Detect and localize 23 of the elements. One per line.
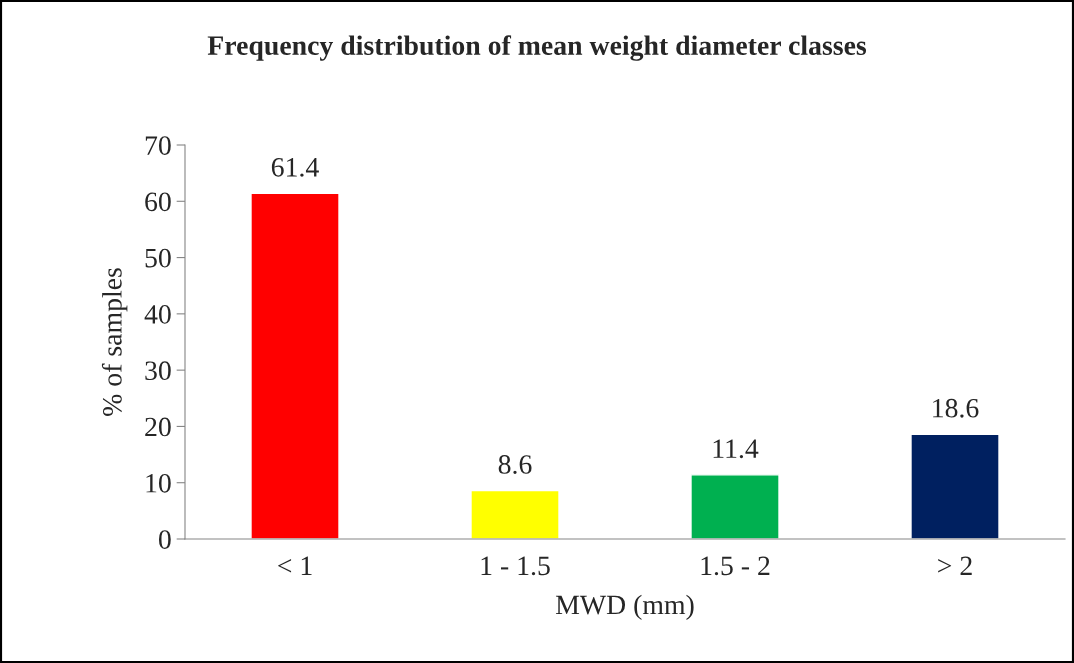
data-label: 8.6 [498, 455, 532, 474]
y-axis-title: % of samples [101, 268, 128, 416]
x-axis-title: MWD (mm) [555, 594, 694, 620]
y-tick-label: 60 [145, 192, 171, 212]
y-tick-label: 10 [146, 473, 171, 493]
bar [910, 433, 1000, 539]
data-label: 61.4 [271, 157, 319, 177]
x-tick-label: < 1 [278, 556, 312, 575]
y-tick-label: 40 [144, 305, 171, 324]
y-tick-label: 20 [145, 417, 171, 437]
data-label: 11.4 [713, 439, 759, 459]
x-tick-label: > 2 [938, 556, 972, 575]
y-tick-label: 0 [158, 530, 171, 549]
chart-title: Frequency distribution of mean weight diameter classes [207, 35, 867, 61]
x-tick-label: 1 - 1.5 [481, 556, 550, 576]
data-label: 18.6 [933, 398, 979, 418]
bar [250, 192, 340, 539]
y-tick-label: 70 [145, 136, 171, 155]
bar [470, 489, 560, 539]
y-tick-label: 50 [145, 248, 171, 268]
x-tick-label: 1.5 - 2 [701, 556, 770, 576]
y-tick-label: 30 [145, 361, 171, 381]
bar [690, 474, 780, 539]
